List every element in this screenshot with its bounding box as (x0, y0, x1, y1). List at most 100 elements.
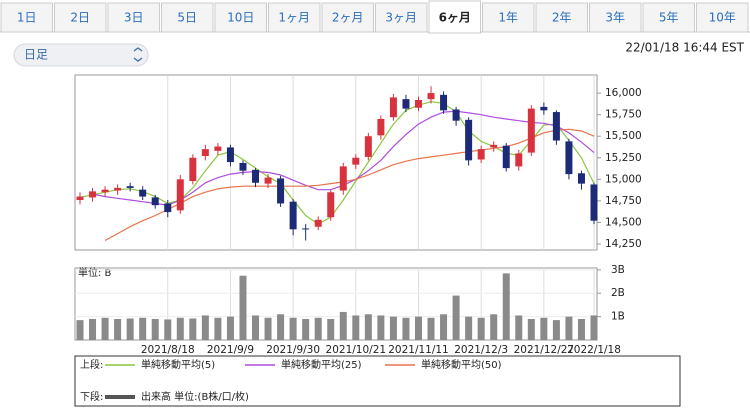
tab[interactable] (428, 0, 481, 34)
candle-body (164, 203, 172, 213)
tab[interactable] (268, 2, 321, 33)
candle-body (289, 201, 297, 230)
volume-bar (126, 318, 134, 340)
candle-body (277, 178, 285, 204)
x-tick-label: 2021/10/21 (326, 344, 387, 356)
volume-bar (452, 295, 460, 340)
candle-body (314, 219, 322, 227)
volume-unit: 単位: B (78, 266, 112, 279)
candle-body (89, 191, 97, 198)
volume-bar (226, 316, 234, 340)
tab-label: 1年 (498, 11, 518, 25)
x-tick-label: 2021/12/27 (514, 344, 575, 356)
volume-bar (114, 318, 122, 340)
legend (74, 355, 681, 407)
tab[interactable] (535, 2, 588, 33)
y-tick-label: 3B (611, 264, 625, 276)
tab-label: 5日 (177, 11, 197, 25)
candle-body (214, 146, 222, 151)
candle-body (452, 109, 460, 121)
candle-body (151, 197, 159, 206)
volume-bar (540, 317, 548, 340)
legend-lower: 下段: (80, 390, 103, 403)
legend-label: 出来高 単位:(B株/口/枚) (141, 390, 249, 403)
volume-bar (327, 318, 335, 340)
volume-bar (252, 315, 260, 340)
tab-label: 10年 (709, 11, 736, 25)
x-tick-label: 2021/9/9 (207, 344, 254, 356)
tab-label: 1ヶ月 (278, 11, 310, 25)
x-tick-label: 2021/11/11 (388, 344, 449, 356)
volume-bar (289, 317, 297, 340)
candle-body (239, 162, 247, 171)
y-tick-label: 15,250 (605, 152, 642, 164)
tab[interactable] (696, 2, 749, 33)
tab[interactable] (161, 2, 214, 33)
volume-bar (490, 314, 498, 340)
tab[interactable] (589, 2, 642, 33)
volume-bar (277, 314, 285, 340)
volume-bar (214, 317, 222, 340)
candle-body (226, 147, 234, 163)
candle-body (527, 108, 535, 153)
tab[interactable] (375, 2, 428, 33)
tab[interactable] (107, 2, 160, 33)
candle-body (264, 177, 272, 184)
candle-body (327, 192, 335, 218)
y-tick-label: 1B (611, 311, 625, 323)
candle-body (76, 196, 84, 200)
period-select[interactable] (13, 43, 149, 67)
legend-label: 単純移動平均(50) (421, 358, 502, 371)
candle-body (126, 186, 134, 188)
tab-label: 3ヶ月 (385, 11, 417, 25)
tab[interactable] (214, 2, 267, 33)
volume-bar (239, 275, 247, 340)
x-tick-label: 2021/12/3 (454, 344, 508, 356)
tab[interactable] (482, 2, 535, 33)
volume-bar (477, 317, 485, 340)
tab-label: 2日 (70, 11, 90, 25)
tab[interactable] (0, 2, 53, 33)
price-panel (74, 74, 598, 251)
volume-bar (590, 315, 598, 340)
volume-bar (377, 315, 385, 340)
candle-body (364, 136, 372, 157)
y-tick-label: 16,000 (605, 87, 642, 99)
volume-panel (74, 267, 598, 341)
candle-body (114, 187, 122, 191)
candle-body (189, 157, 197, 182)
y-tick-label: 14,250 (605, 238, 642, 250)
y-tick-label: 14,750 (605, 195, 642, 207)
tab[interactable] (321, 2, 374, 33)
tab-label: 3年 (605, 11, 625, 25)
y-tick-label: 2B (611, 287, 625, 299)
y-tick-label: 15,750 (605, 109, 642, 121)
candle-body (565, 141, 573, 175)
candle-body (515, 153, 523, 167)
volume-bar (527, 318, 535, 340)
candle-body (440, 94, 448, 111)
candle-body (201, 149, 209, 157)
tab-label: 2年 (552, 11, 572, 25)
tab[interactable] (54, 2, 107, 33)
tab-label: 10日 (227, 11, 254, 25)
volume-bar (515, 315, 523, 340)
volume-bar (151, 318, 159, 340)
volume-bar (339, 311, 347, 340)
ma-line (104, 128, 595, 242)
candle-body (302, 228, 310, 230)
legend-upper: 上段: (80, 358, 103, 371)
volume-bar (427, 317, 435, 340)
candle-body (465, 119, 473, 161)
volume-bar (440, 314, 448, 340)
tab[interactable] (642, 2, 695, 33)
tab-label: 2ヶ月 (332, 11, 364, 25)
candle-body (490, 144, 498, 148)
volume-bar (465, 316, 473, 340)
candle-body (540, 106, 548, 111)
candle-body (389, 97, 397, 118)
candle-body (552, 112, 560, 141)
candle-body (402, 99, 410, 109)
